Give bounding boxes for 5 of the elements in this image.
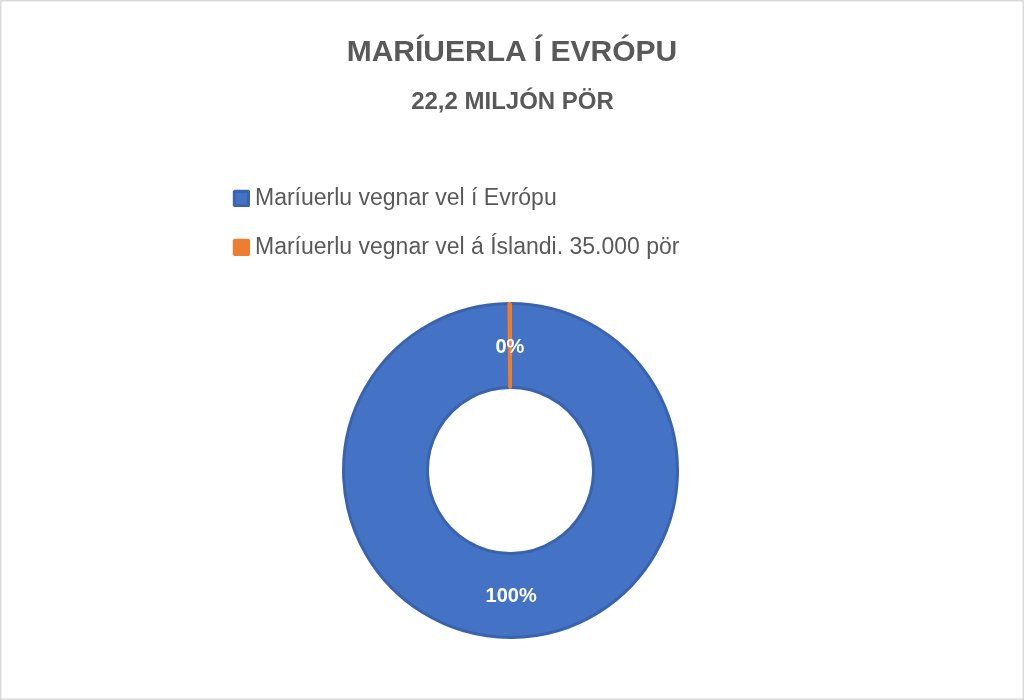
legend-label: Maríuerlu vegnar vel á Íslandi. 35.000 pör (255, 233, 680, 260)
legend-label: Maríuerlu vegnar vel í Evrópu (255, 184, 557, 211)
chart-subtitle: 22,2 MILJÓN PÖR (411, 87, 614, 114)
chart-title: MARÍUERLA Í EVRÓPU (346, 34, 678, 67)
data-label: 100% (485, 584, 537, 607)
